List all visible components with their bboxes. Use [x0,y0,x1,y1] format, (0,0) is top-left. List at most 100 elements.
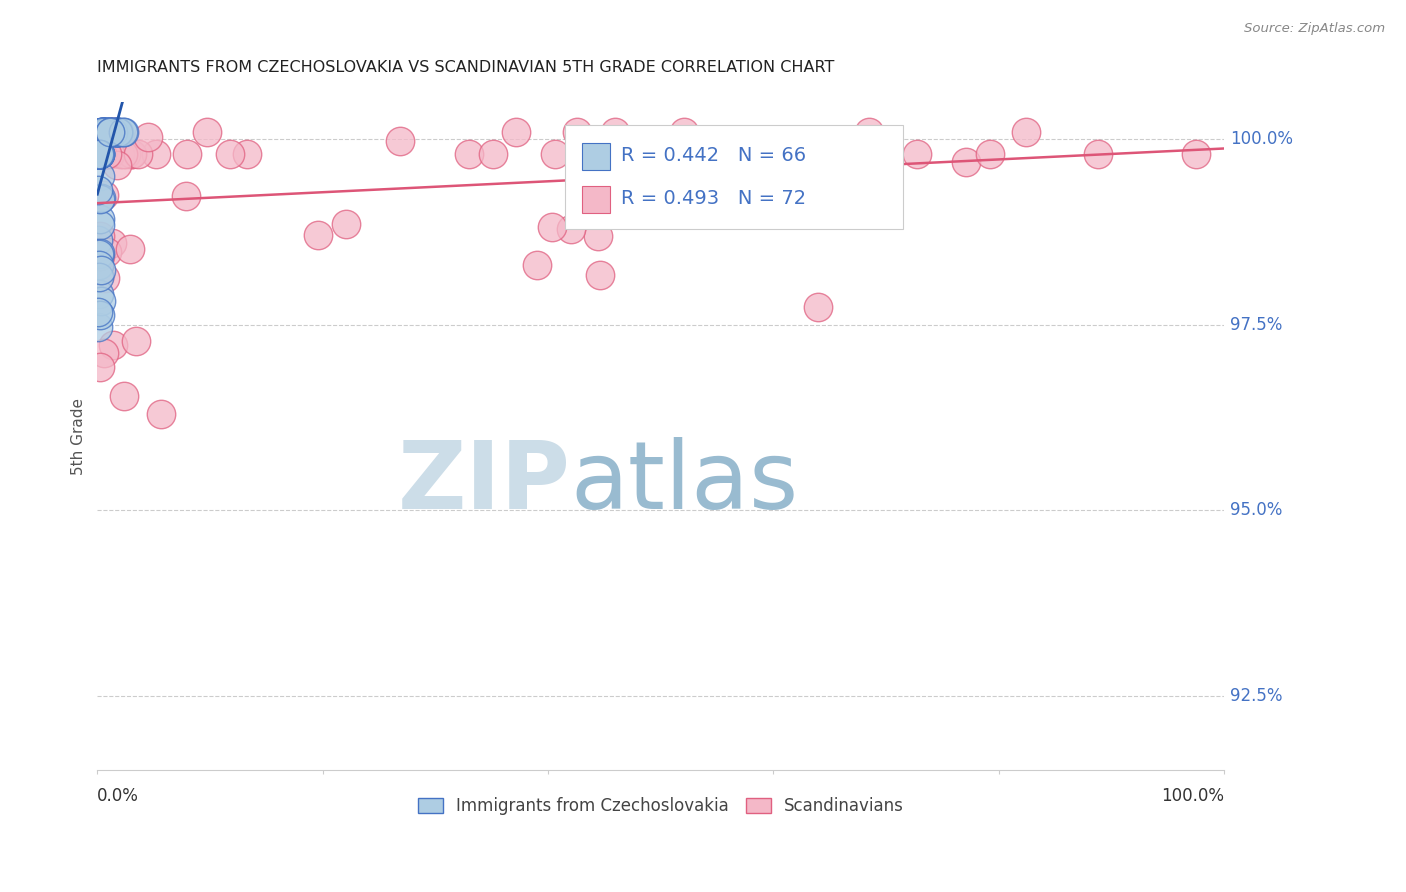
Point [87,147,110,161]
Point [107,125,129,139]
Point [335,217,357,231]
Point [218,147,240,161]
Point [870,141,893,155]
Text: 100.0%: 100.0% [1161,787,1225,805]
Text: ZIP: ZIP [398,437,571,529]
Point [101,236,124,251]
Point [115,147,138,161]
Bar [582,186,610,213]
Point [1184,147,1206,161]
Point [90,293,112,308]
Point [150,407,173,421]
Point [905,147,928,161]
Point [107,125,129,139]
Point [93,271,115,285]
Point [103,125,125,139]
Point [858,125,880,139]
Text: 0.0%: 0.0% [97,787,139,805]
Point [93,125,115,139]
Point [87,247,110,261]
Point [101,125,124,139]
FancyBboxPatch shape [565,126,903,229]
Point [89,147,111,161]
Point [89,147,111,161]
Point [89,249,111,263]
Point [87,147,110,161]
Point [89,218,111,232]
Y-axis label: 5th Grade: 5th Grade [72,398,86,475]
Point [96,244,118,259]
Point [87,147,110,161]
Point [586,229,609,244]
Point [389,134,412,148]
Text: R = 0.442   N = 66: R = 0.442 N = 66 [621,146,807,165]
Text: IMMIGRANTS FROM CZECHOSLOVAKIA VS SCANDINAVIAN 5TH GRADE CORRELATION CHART: IMMIGRANTS FROM CZECHOSLOVAKIA VS SCANDI… [97,61,835,75]
Point [197,125,219,139]
Point [111,125,134,139]
Point [90,263,112,277]
Point [104,125,127,139]
Point [108,147,131,161]
Point [1087,147,1109,161]
Point [766,147,789,161]
Point [124,334,146,349]
Point [89,147,111,161]
Point [87,147,110,161]
Point [91,147,114,161]
Point [90,147,112,161]
Point [89,268,111,282]
Point [101,125,124,139]
Point [89,245,111,260]
Text: Source: ZipAtlas.com: Source: ZipAtlas.com [1244,22,1385,36]
Point [90,191,112,205]
Point [136,130,159,145]
Point [89,193,111,207]
Text: 95.0%: 95.0% [1230,501,1282,519]
Point [94,147,117,161]
Point [111,147,134,161]
Point [650,165,672,179]
Point [120,147,142,161]
Text: atlas: atlas [571,437,799,529]
Point [176,147,198,161]
Point [98,125,121,139]
Point [89,147,111,161]
Point [93,188,115,202]
Point [810,147,832,161]
Point [87,147,110,161]
Point [96,147,118,161]
Point [174,188,197,202]
Point [105,125,128,139]
Point [87,258,110,272]
Point [979,147,1001,161]
Point [98,125,121,139]
Point [121,147,143,161]
Point [87,147,110,161]
Point [94,125,117,139]
Point [101,125,124,139]
Point [603,125,626,139]
Point [89,169,111,183]
Point [87,147,110,161]
Point [89,147,111,161]
Point [87,147,110,161]
Point [236,147,259,161]
Point [565,125,588,139]
Point [89,359,111,374]
Text: R = 0.493   N = 72: R = 0.493 N = 72 [621,189,807,209]
Point [482,147,505,161]
Point [112,389,135,403]
Point [98,125,121,139]
Point [101,337,124,351]
Point [145,147,167,161]
Point [595,147,617,161]
Point [93,147,115,161]
Point [87,304,110,318]
Point [540,219,562,234]
Point [105,125,128,139]
Point [91,125,114,139]
Point [672,125,695,139]
Point [89,287,111,301]
Point [90,125,112,139]
Point [89,309,111,323]
